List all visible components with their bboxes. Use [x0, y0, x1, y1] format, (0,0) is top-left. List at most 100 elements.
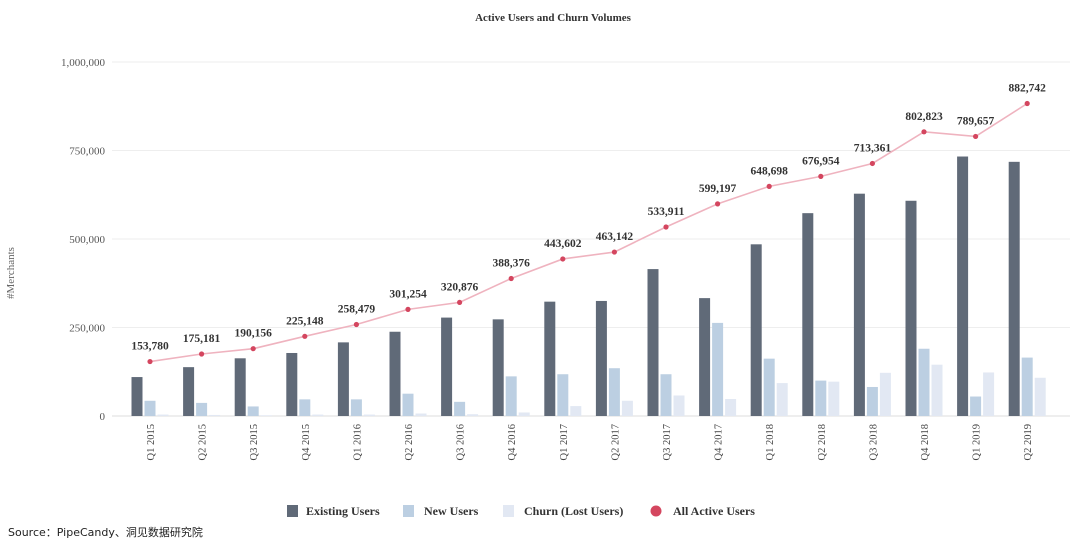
active-users-point [973, 133, 979, 140]
data-label: 802,823 [905, 111, 943, 123]
bar-existing-users [131, 377, 143, 416]
y-tick-label: 500,000 [69, 234, 105, 246]
bar-existing-users [286, 352, 298, 416]
active-users-point [302, 333, 308, 339]
bar-new-users [1021, 357, 1033, 416]
bar-existing-users [492, 319, 504, 416]
legend: Existing Users New Users Churn (Lost Users… [287, 504, 755, 518]
data-label: 320,876 [441, 281, 479, 293]
x-tick-label: Q2 2018 [817, 424, 828, 460]
bar-new-users [144, 400, 156, 416]
active-users-point [921, 129, 927, 135]
bar-churn-lost-users [157, 414, 169, 416]
data-label: 463,142 [596, 231, 634, 243]
x-tick-label: Q2 2017 [610, 424, 621, 460]
bar-existing-users [337, 342, 349, 416]
x-tick-label: Q4 2017 [714, 424, 725, 460]
data-label: 175,181 [183, 333, 221, 345]
legend-swatch-new-users [403, 505, 414, 517]
x-tick-label: Q4 2015 [301, 424, 312, 460]
legend-swatch-existing-users [287, 505, 298, 517]
data-label: 301,254 [389, 288, 427, 300]
bar-new-users [505, 376, 517, 416]
legend-label-existing-users: Existing Users [306, 504, 380, 518]
active-users-point [818, 173, 824, 179]
data-label: 225,148 [286, 315, 324, 327]
active-users-point [766, 183, 772, 189]
x-tick-label: Q3 2015 [249, 424, 260, 460]
bar-new-users [454, 401, 466, 416]
data-label: 648,698 [751, 165, 789, 177]
bar-churn-lost-users [415, 413, 427, 416]
bar-churn-lost-users [570, 406, 582, 416]
x-tick-label: Q1 2019 [972, 424, 983, 460]
y-axis-ticks: 0 250,000 500,000 750,000 1,000,000 [61, 57, 106, 423]
bar-churn-lost-users [673, 395, 685, 416]
y-tick-label: 250,000 [69, 323, 105, 335]
x-tick-label: Q2 2019 [1023, 424, 1034, 460]
active-users-line-group: 153,780 175,181 190,156 225,148 258,479 301,2… [131, 83, 1046, 365]
active-users-point [250, 346, 256, 352]
data-label: 882,742 [1009, 83, 1047, 95]
x-tick-label: Q4 2018 [920, 424, 931, 460]
bar-existing-users [853, 193, 865, 416]
bar-churn-lost-users [363, 414, 375, 416]
bar-churn-lost-users [260, 415, 272, 416]
x-tick-label: Q1 2015 [146, 424, 157, 460]
bar-existing-users [957, 156, 969, 416]
active-users-point [560, 256, 566, 262]
x-tick-label: Q1 2017 [559, 424, 570, 460]
bar-churn-lost-users [725, 399, 737, 416]
bar-churn-lost-users [931, 364, 943, 416]
bar-new-users [712, 322, 724, 416]
y-tick-label: 750,000 [69, 146, 105, 158]
legend-swatch-churn-lost-users [503, 505, 514, 517]
bar-new-users [970, 396, 982, 416]
x-tick-label: Q2 2015 [198, 424, 209, 460]
bar-existing-users [1008, 161, 1020, 416]
y-tick-label: 0 [100, 411, 106, 423]
x-tick-label: Q1 2018 [765, 424, 776, 460]
data-label: 713,361 [854, 142, 892, 154]
bar-existing-users [905, 200, 917, 416]
bar-new-users [196, 402, 208, 416]
active-users-point [869, 160, 876, 167]
x-axis-ticks: Q1 2015 Q2 2015 Q3 2015 Q4 2015 Q1 2016 Q2 20… [146, 424, 1034, 460]
y-tick-label: 1,000,000 [61, 57, 106, 69]
x-tick-label: Q1 2016 [352, 424, 363, 460]
bar-new-users [402, 393, 414, 416]
bar-churn-lost-users [209, 414, 221, 416]
data-label: 533,911 [648, 206, 685, 218]
bars-group [131, 156, 1046, 416]
bar-new-users [866, 386, 878, 416]
data-label: 676,954 [802, 155, 840, 167]
data-label: 153,780 [131, 341, 169, 353]
bar-new-users [815, 380, 827, 416]
bar-existing-users [802, 213, 814, 416]
bar-churn-lost-users [518, 412, 530, 416]
legend-swatch-all-active-users [650, 505, 662, 517]
data-label: 443,602 [544, 238, 582, 250]
bar-existing-users [750, 244, 762, 416]
active-users-point [663, 224, 669, 230]
source-note: Source：PipeCandy、洞见数据研究院 [8, 526, 203, 539]
bar-new-users [608, 368, 620, 416]
x-tick-label: Q2 2016 [404, 424, 415, 460]
x-tick-label: Q4 2016 [507, 424, 518, 460]
data-label: 190,156 [235, 328, 273, 340]
data-label: 599,197 [699, 183, 737, 195]
data-label: 789,657 [957, 115, 995, 127]
x-tick-label: Q3 2016 [456, 424, 467, 460]
bar-existing-users [389, 331, 401, 416]
bar-churn-lost-users [467, 414, 479, 416]
active-users-point [199, 351, 205, 357]
bar-new-users [918, 348, 930, 416]
bar-existing-users [544, 301, 556, 416]
active-users-point [405, 306, 411, 312]
bar-new-users [247, 406, 259, 416]
bar-existing-users [699, 298, 711, 416]
active-users-point [1024, 100, 1030, 107]
bar-new-users [350, 399, 362, 416]
chart-title: Active Users and Churn Volumes [475, 12, 632, 24]
